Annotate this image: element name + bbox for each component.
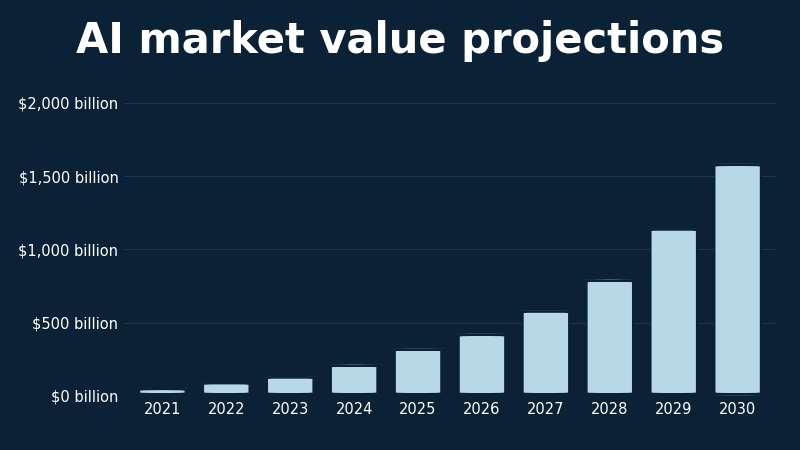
FancyBboxPatch shape (0, 163, 800, 396)
FancyBboxPatch shape (0, 348, 800, 396)
FancyBboxPatch shape (0, 364, 800, 396)
FancyBboxPatch shape (0, 310, 800, 396)
Text: AI market value projections: AI market value projections (76, 19, 724, 62)
FancyBboxPatch shape (0, 333, 800, 396)
FancyBboxPatch shape (0, 381, 800, 396)
FancyBboxPatch shape (0, 228, 800, 396)
FancyBboxPatch shape (0, 375, 800, 396)
FancyBboxPatch shape (0, 387, 800, 396)
FancyBboxPatch shape (0, 279, 800, 396)
